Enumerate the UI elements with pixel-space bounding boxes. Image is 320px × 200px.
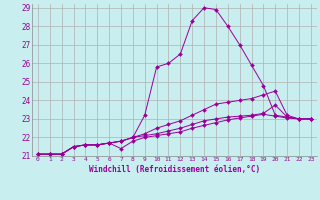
X-axis label: Windchill (Refroidissement éolien,°C): Windchill (Refroidissement éolien,°C)	[89, 165, 260, 174]
